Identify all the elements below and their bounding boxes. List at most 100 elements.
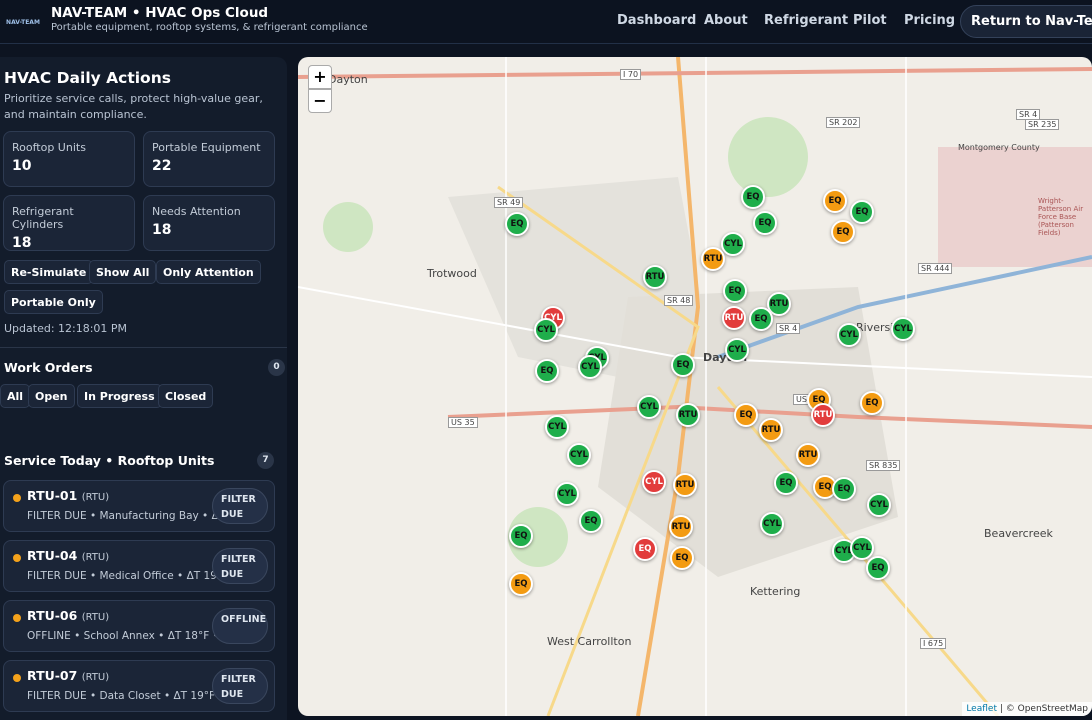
place-label: West Carrollton	[547, 635, 632, 648]
action-button[interactable]: Show All	[89, 260, 157, 284]
status-badge: OFFLINE	[212, 608, 268, 644]
brand: NAV-TEAM • HVAC Ops Cloud	[51, 5, 269, 21]
nav-link[interactable]: Pricing	[904, 13, 956, 28]
header: NAV-TEAM NAV-TEAM • HVAC Ops Cloud Porta…	[0, 0, 1092, 44]
map-marker[interactable]: EQ	[509, 572, 533, 596]
map-marker[interactable]: CYL	[891, 317, 915, 341]
road-label: I 70	[620, 69, 642, 80]
section-title: Service Today • Rooftop Units	[4, 453, 215, 468]
nav-link[interactable]: Dashboard	[617, 13, 697, 28]
action-button[interactable]: Re-Simulate	[4, 260, 94, 284]
place-label: Trotwood	[427, 267, 477, 280]
nav-link[interactable]: Refrigerant	[764, 13, 849, 28]
filter-button[interactable]: Closed	[158, 384, 214, 408]
map-marker[interactable]: EQ	[832, 477, 856, 501]
place-label: Beavercreek	[984, 527, 1053, 540]
map-marker[interactable]: EQ	[749, 307, 773, 331]
map-marker[interactable]: EQ	[671, 353, 695, 377]
sidebar-title: HVAC Daily Actions	[4, 69, 171, 87]
map-marker[interactable]: CYL	[725, 338, 749, 362]
map-marker[interactable]: RTU	[811, 403, 835, 427]
service-item[interactable]: RTU-01 (RTU) FILTER DUE • Manufacturing B…	[3, 480, 275, 532]
map-marker[interactable]: CYL	[555, 482, 579, 506]
map-marker[interactable]: EQ	[860, 391, 884, 415]
road-label: SR 202	[826, 117, 861, 128]
attribution-link[interactable]: Leaflet	[966, 704, 997, 714]
map-marker[interactable]: EQ	[734, 403, 758, 427]
road-label: SR 49	[494, 197, 524, 208]
map-marker[interactable]: CYL	[642, 470, 666, 494]
status-badge: FILTER DUE	[212, 488, 268, 524]
stat-label: Rooftop Units	[12, 141, 86, 154]
unit-type: (RTU)	[81, 672, 110, 683]
map-marker[interactable]: EQ	[505, 212, 529, 236]
nav-link[interactable]: Pilot	[853, 13, 887, 28]
status-dot	[13, 554, 21, 562]
filter-button[interactable]: In Progress	[77, 384, 162, 408]
filter-button[interactable]: All	[0, 384, 31, 408]
attribution: Leaflet | © OpenStreetMap	[962, 702, 1092, 716]
map-marker[interactable]: EQ	[774, 471, 798, 495]
status-dot	[13, 494, 21, 502]
map-marker[interactable]: CYL	[867, 493, 891, 517]
map-marker[interactable]: CYL	[578, 355, 602, 379]
status-badge: FILTER DUE	[212, 548, 268, 584]
map-marker[interactable]: CYL	[837, 323, 861, 347]
sidebar: HVAC Daily Actions Prioritize service ca…	[0, 57, 287, 720]
filter-button[interactable]: Open	[28, 384, 75, 408]
map[interactable]: Dayton Trotwood Dayton Kettering West Ca…	[298, 57, 1092, 716]
map-marker[interactable]: RTU	[796, 443, 820, 467]
unit-detail: OFFLINE • School Annex • ΔT 18°F • …	[27, 630, 233, 642]
map-marker[interactable]: CYL	[637, 395, 661, 419]
logo[interactable]: NAV-TEAM	[6, 18, 40, 26]
map-marker[interactable]: EQ	[753, 211, 777, 235]
stat-card: Needs Attention 18	[143, 195, 275, 251]
map-marker[interactable]: EQ	[823, 189, 847, 213]
map-marker[interactable]: RTU	[676, 403, 700, 427]
map-marker[interactable]: EQ	[723, 279, 747, 303]
updated-time: Updated: 12:18:01 PM	[4, 322, 128, 335]
unit-name: RTU-07 (RTU)	[27, 668, 110, 683]
map-marker[interactable]: EQ	[670, 546, 694, 570]
map-marker[interactable]: EQ	[741, 185, 765, 209]
stat-label: Needs Attention	[152, 205, 241, 218]
map-marker[interactable]: EQ	[850, 200, 874, 224]
map-marker[interactable]: RTU	[669, 515, 693, 539]
map-marker[interactable]: EQ	[509, 524, 533, 548]
sidebar-subtitle: Prioritize service calls, protect high-v…	[4, 92, 263, 121]
map-marker[interactable]: CYL	[545, 415, 569, 439]
map-marker[interactable]: EQ	[535, 359, 559, 383]
map-marker[interactable]: CYL	[760, 512, 784, 536]
road-label: US 35	[448, 417, 478, 428]
return-button[interactable]: Return to Nav-Team	[960, 5, 1092, 38]
map-marker[interactable]: CYL	[534, 318, 558, 342]
map-marker[interactable]: CYL	[567, 443, 591, 467]
action-button[interactable]: Only Attention	[156, 260, 261, 284]
stat-value: 18	[12, 235, 32, 251]
unit-detail: FILTER DUE • Data Closet • ΔT 19°F …	[27, 690, 229, 702]
map-marker[interactable]: RTU	[759, 418, 783, 442]
map-marker[interactable]: EQ	[866, 556, 890, 580]
map-marker[interactable]: EQ	[633, 537, 657, 561]
unit-name: RTU-04 (RTU)	[27, 548, 110, 563]
service-item[interactable]: RTU-06 (RTU) OFFLINE • School Annex • ΔT …	[3, 600, 275, 652]
nav-link[interactable]: About	[704, 13, 748, 28]
map-marker[interactable]: CYL	[721, 232, 745, 256]
zoom-out[interactable]: −	[308, 89, 332, 113]
unit-detail: FILTER DUE • Medical Office • ΔT 19°…	[27, 570, 233, 582]
map-marker[interactable]: RTU	[722, 306, 746, 330]
service-item[interactable]: RTU-04 (RTU) FILTER DUE • Medical Office …	[3, 540, 275, 592]
map-marker[interactable]: EQ	[831, 220, 855, 244]
map-marker[interactable]: EQ	[579, 509, 603, 533]
count-badge: 7	[257, 452, 274, 469]
map-marker[interactable]: RTU	[701, 247, 725, 271]
map-marker[interactable]: RTU	[643, 265, 667, 289]
unit-type: (RTU)	[81, 612, 110, 623]
unit-type: (RTU)	[81, 552, 110, 563]
action-button[interactable]: Portable Only	[4, 290, 103, 314]
map-marker[interactable]: CYL	[850, 536, 874, 560]
service-item[interactable]: RTU-07 (RTU) FILTER DUE • Data Closet • Δ…	[3, 660, 275, 712]
zoom-in[interactable]: +	[308, 65, 332, 89]
map-marker[interactable]: RTU	[673, 473, 697, 497]
